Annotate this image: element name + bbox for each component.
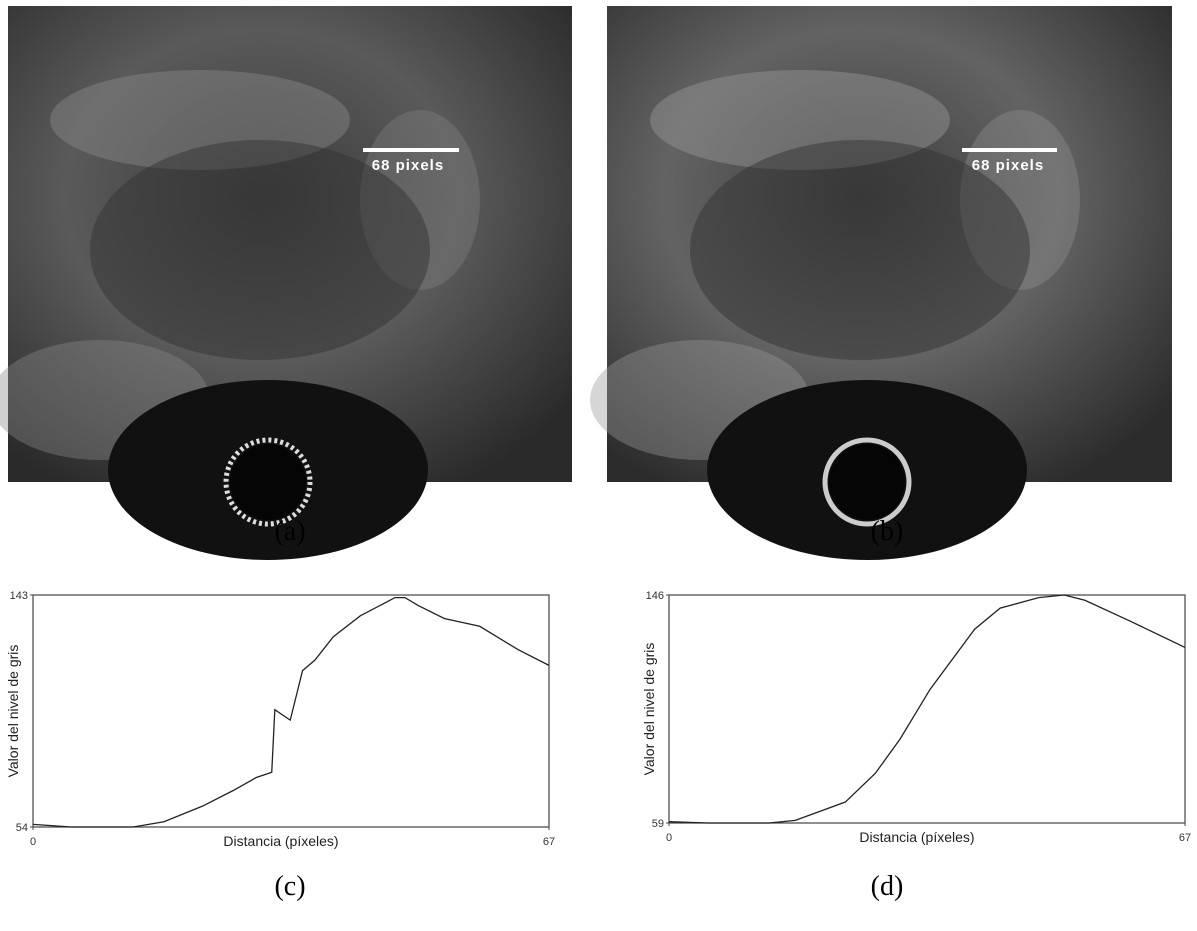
caption: (d) xyxy=(871,871,904,902)
x-tick-label: 0 xyxy=(30,836,36,848)
scale-label: 68 pixels xyxy=(372,157,444,174)
data-line xyxy=(32,596,550,828)
y-tick-label: 146 xyxy=(646,590,664,602)
image-b xyxy=(590,6,1172,560)
x-tick-label: 67 xyxy=(543,836,555,848)
data-line xyxy=(668,594,1186,824)
y-axis-label: Valor del nivel de gris xyxy=(5,645,21,778)
x-tick-label: 0 xyxy=(666,832,672,844)
plot-frame xyxy=(668,594,1186,824)
caption: (c) xyxy=(274,871,305,902)
x-axis-label: Distancia (píxeles) xyxy=(223,833,338,849)
scale-label: 68 pixels xyxy=(972,157,1044,174)
image-a xyxy=(0,6,572,560)
y-tick-label: 59 xyxy=(652,818,664,830)
caption: (b) xyxy=(871,516,904,547)
y-tick-label: 143 xyxy=(10,590,28,602)
x-tick-label: 67 xyxy=(1179,832,1191,844)
y-axis-label: Valor del nivel de gris xyxy=(641,643,657,776)
x-axis-label: Distancia (píxeles) xyxy=(859,829,974,845)
y-tick-label: 54 xyxy=(16,822,28,834)
plot-frame xyxy=(32,594,550,828)
caption: (a) xyxy=(274,516,305,547)
